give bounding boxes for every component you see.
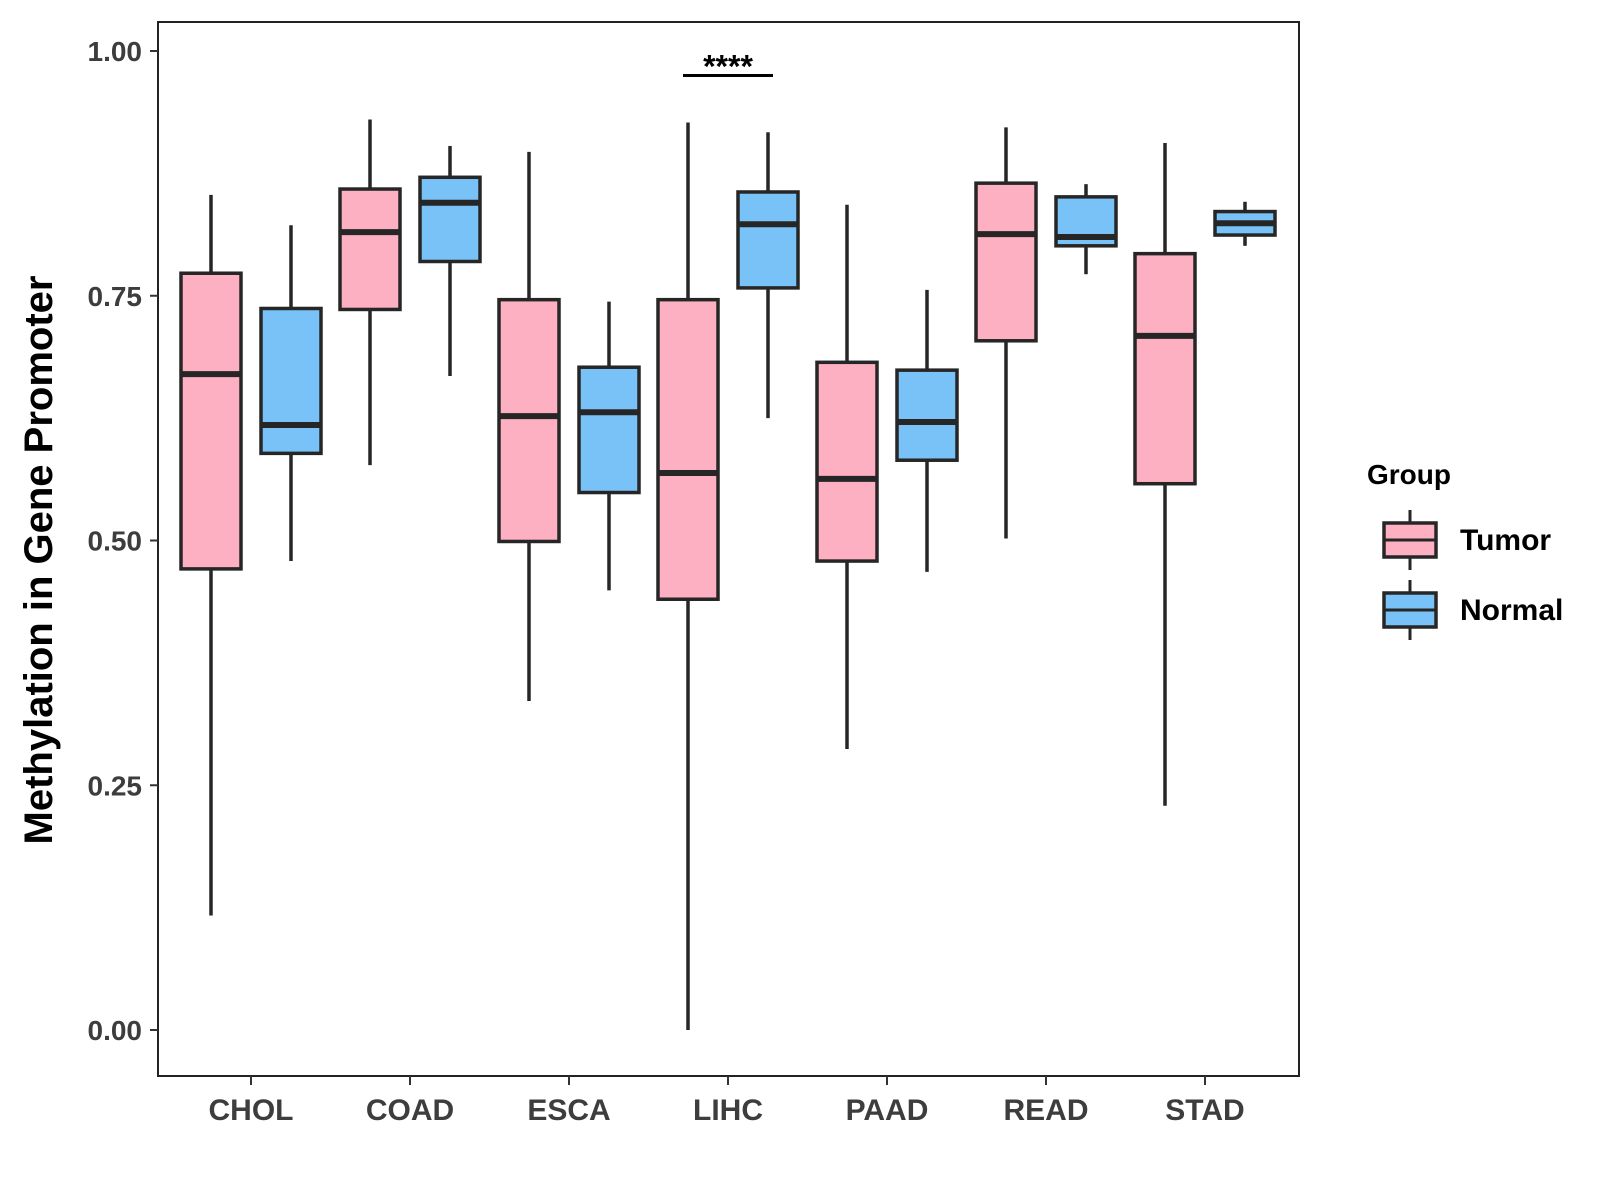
- y-tick-label: 0.75: [88, 281, 143, 312]
- normal-box-esca: [577, 301, 641, 591]
- box-series-group: [179, 119, 1277, 1030]
- normal-box-read: [1054, 184, 1118, 275]
- x-tick-label: READ: [1003, 1094, 1088, 1127]
- x-tick-label: LIHC: [693, 1094, 763, 1127]
- x-tick-label: PAAD: [846, 1094, 929, 1127]
- x-tick-label: STAD: [1165, 1094, 1244, 1127]
- box-iqr: [736, 190, 800, 290]
- tumor-box-coad: [338, 119, 402, 466]
- y-tick-label: 1.00: [88, 36, 143, 67]
- y-tick-label: 0.50: [88, 526, 143, 557]
- box-iqr: [815, 360, 879, 563]
- box-iqr: [497, 297, 561, 544]
- significance-label: ****: [703, 48, 753, 84]
- legend-label: Tumor: [1460, 524, 1551, 557]
- normal-box-lihc: [736, 132, 800, 419]
- plot-panel-border: [157, 21, 1300, 1077]
- normal-box-stad: [1213, 201, 1277, 246]
- tumor-box-paad: [815, 204, 879, 750]
- normal-box-paad: [895, 289, 959, 572]
- tumor-box-lihc: [656, 122, 720, 1030]
- legend-key-normal: [1382, 580, 1438, 640]
- legend-label: Normal: [1460, 594, 1563, 627]
- significance-annotations: ****: [683, 48, 773, 84]
- x-tick-label: CHOL: [209, 1094, 294, 1127]
- box-iqr: [656, 297, 720, 601]
- box-iqr: [338, 187, 402, 312]
- normal-box-chol: [259, 225, 323, 562]
- y-axis-title: Methylation in Gene Promoter: [17, 276, 61, 845]
- tumor-box-stad: [1133, 143, 1197, 806]
- box-iqr: [179, 271, 243, 571]
- y-tick-label: 0.00: [88, 1015, 143, 1046]
- box-iqr: [418, 175, 482, 264]
- tumor-box-chol: [179, 194, 243, 916]
- tumor-box-esca: [497, 151, 561, 702]
- box-iqr: [895, 368, 959, 462]
- box-iqr: [1133, 251, 1197, 486]
- legend-title: Group: [1367, 459, 1451, 490]
- legend-key-tumor: [1382, 510, 1438, 570]
- x-tick-label: COAD: [366, 1094, 454, 1127]
- tumor-box-read: [974, 127, 1038, 539]
- y-tick-label: 0.25: [88, 770, 143, 801]
- normal-box-coad: [418, 145, 482, 377]
- x-axis: CHOL COAD ESCA LIHC PAAD READ STAD: [209, 1076, 1245, 1127]
- box-iqr: [259, 306, 323, 456]
- x-tick-label: ESCA: [527, 1094, 610, 1127]
- legend: Group Tumor Normal: [1367, 459, 1563, 640]
- y-axis: 0.00 0.25 0.50 0.75 1.00: [88, 36, 158, 1046]
- box-iqr: [577, 365, 641, 495]
- box-iqr: [974, 181, 1038, 343]
